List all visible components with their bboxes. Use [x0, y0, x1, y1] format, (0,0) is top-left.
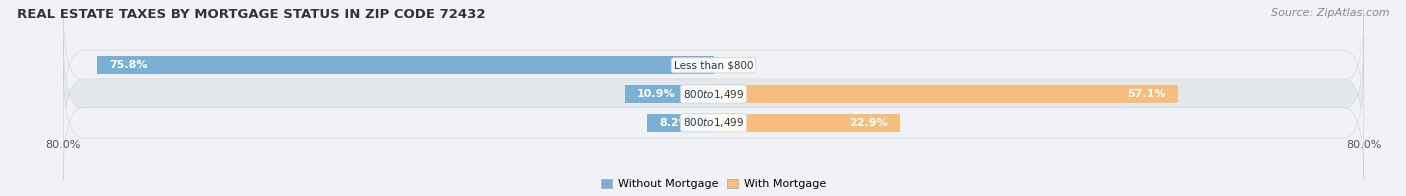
Text: $800 to $1,499: $800 to $1,499 — [683, 116, 744, 129]
Text: Source: ZipAtlas.com: Source: ZipAtlas.com — [1271, 8, 1389, 18]
Text: Less than $800: Less than $800 — [673, 60, 754, 70]
Bar — [624, 85, 713, 103]
FancyBboxPatch shape — [63, 66, 1364, 180]
Legend: Without Mortgage, With Mortgage: Without Mortgage, With Mortgage — [596, 175, 831, 194]
Bar — [97, 56, 713, 74]
FancyBboxPatch shape — [63, 9, 1364, 122]
Bar — [713, 114, 900, 132]
Text: 10.9%: 10.9% — [637, 89, 676, 99]
Bar — [647, 114, 713, 132]
Text: 22.9%: 22.9% — [849, 118, 887, 128]
FancyBboxPatch shape — [63, 37, 1364, 151]
Text: 57.1%: 57.1% — [1128, 89, 1166, 99]
Bar — [713, 85, 1178, 103]
Text: 0.0%: 0.0% — [720, 60, 748, 70]
Text: 8.2%: 8.2% — [659, 118, 690, 128]
Text: REAL ESTATE TAXES BY MORTGAGE STATUS IN ZIP CODE 72432: REAL ESTATE TAXES BY MORTGAGE STATUS IN … — [17, 8, 485, 21]
Text: 75.8%: 75.8% — [110, 60, 148, 70]
Text: $800 to $1,499: $800 to $1,499 — [683, 88, 744, 101]
